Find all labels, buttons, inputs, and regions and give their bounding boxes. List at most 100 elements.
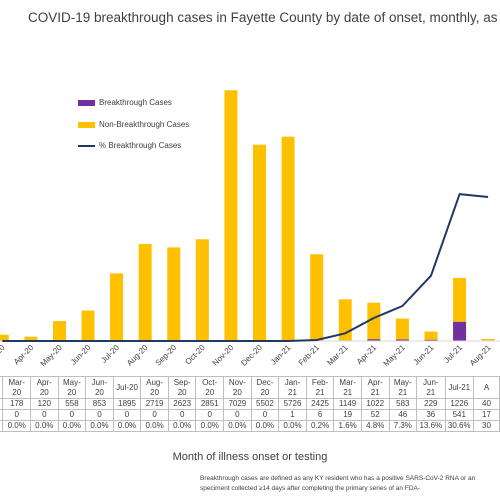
table-cell: 0.0% xyxy=(140,420,169,432)
table-cell: 0 xyxy=(223,409,252,421)
table-row: 0 0 0 0 0 0 0 0 0 0 1 6 19 52 46 36 541 17 xyxy=(0,409,500,421)
footnote-line: speciment collected ≥14 days after compl… xyxy=(200,485,420,492)
table-cell: 0.0% xyxy=(278,420,307,432)
bar-non-breakthrough xyxy=(310,254,324,341)
bar-non-breakthrough xyxy=(453,277,467,322)
bar-non-breakthrough xyxy=(167,247,181,341)
table-cell: 30.6% xyxy=(444,420,474,432)
table-cell: 0 xyxy=(140,409,169,421)
table-cell: 583 xyxy=(388,398,418,410)
table-cell: Oct- 20 xyxy=(195,376,225,399)
bar-breakthrough xyxy=(424,339,438,341)
table-cell: 0.0% xyxy=(223,420,252,432)
x-tick-label: Mar-20 xyxy=(0,343,7,368)
table-cell: 1149 xyxy=(333,398,362,410)
table-cell: 1022 xyxy=(360,398,390,410)
legend-swatch-breakthrough xyxy=(78,99,95,106)
table-cell: 2425 xyxy=(305,398,335,410)
legend-label-percent-breakthrough: % Breakthrough Cases xyxy=(99,141,182,150)
bar-non-breakthrough xyxy=(24,336,38,341)
x-tick-label: Jun-21 xyxy=(412,343,436,367)
table-cell: 6 xyxy=(305,409,335,421)
table-cell: Sep- 20 xyxy=(167,376,197,399)
x-axis-title: Month of illness onset or testing xyxy=(172,451,328,463)
table-cell: 1226 xyxy=(444,398,474,410)
table-cell: 0.0% xyxy=(112,420,142,432)
table-cell: Dec- 20 xyxy=(250,376,280,399)
x-tick-label: Jul-20 xyxy=(99,343,121,365)
table-cell: 2719 xyxy=(140,398,169,410)
table-cell: 1 xyxy=(278,409,307,421)
legend-item-non-breakthrough: Non-Breakthrough Cases xyxy=(78,120,189,129)
table-cell: 1895 xyxy=(112,398,142,410)
table-cell: 0 xyxy=(250,409,280,421)
bar-non-breakthrough xyxy=(138,243,152,341)
table-cell: 0.0% xyxy=(57,420,87,432)
x-tick-label: Jul-21 xyxy=(442,343,464,365)
bar-breakthrough xyxy=(453,321,467,341)
table-cell: 0 xyxy=(112,409,142,421)
x-tick-label: Jun-20 xyxy=(69,343,93,367)
table-cell: 0 xyxy=(195,409,225,421)
table-cell: Jun- 20 xyxy=(85,376,114,399)
table-cell: Nov- 20 xyxy=(223,376,252,399)
table-cell: 0.0% xyxy=(195,420,225,432)
table-cell: 0 xyxy=(57,409,87,421)
bar-non-breakthrough xyxy=(367,302,381,340)
table-cell: 2851 xyxy=(195,398,225,410)
table-cell: 558 xyxy=(57,398,87,410)
x-tick-label: Nov-20 xyxy=(211,343,236,368)
footnote: Breakthrough cases are defined as any KY… xyxy=(200,474,500,494)
bar-non-breakthrough xyxy=(424,331,438,340)
table-cell: Mar- 21 xyxy=(333,376,362,399)
table-cell: Apr- 20 xyxy=(30,376,59,399)
bar-non-breakthrough xyxy=(224,90,238,341)
table-cell: 0.2% xyxy=(305,420,335,432)
x-tick-label: Dec-20 xyxy=(239,343,264,368)
table-cell: 30 xyxy=(472,420,500,432)
table-cell: 1.6% xyxy=(333,420,362,432)
data-table: Mar- 20 Apr- 20 May- 20 Jun- 20 Jul-20 Aug- 20 Sep-… xyxy=(0,376,500,432)
legend-swatch-non-breakthrough xyxy=(78,121,95,128)
x-tick-label: Apr-21 xyxy=(355,343,379,367)
x-tick-label: Aug-21 xyxy=(468,343,493,368)
table-cell: 52 xyxy=(360,409,390,421)
bar-non-breakthrough xyxy=(481,338,495,341)
chart-title: COVID-19 breakthrough cases in Fayette C… xyxy=(28,10,500,25)
x-tick-label: Jan-21 xyxy=(269,343,293,367)
table-cell: 120 xyxy=(30,398,59,410)
table-cell: Jan- 21 xyxy=(278,376,307,399)
table-cell: 0 xyxy=(167,409,197,421)
table-cell: Mar- 20 xyxy=(2,376,31,399)
table-cell: 0.0% xyxy=(250,420,280,432)
table-row: 0.0% 0.0% 0.0% 0.0% 0.0% 0.0% 0.0% 0.0% 0.0% 0.0%… xyxy=(0,420,500,432)
table-cell: Jul-21 xyxy=(444,376,474,399)
table-cell: 5726 xyxy=(278,398,307,410)
table-cell: Aug- 20 xyxy=(140,376,169,399)
table-cell: May- 21 xyxy=(388,376,418,399)
table-cell: 7029 xyxy=(223,398,252,410)
footnote-line: Breakthrough cases are defined as any KY… xyxy=(200,475,476,482)
table-cell: 0.0% xyxy=(30,420,59,432)
legend-item-breakthrough: Breakthrough Cases xyxy=(78,98,172,107)
table-cell: 541 xyxy=(444,409,474,421)
bar-non-breakthrough xyxy=(395,318,409,340)
table-cell: 19 xyxy=(333,409,362,421)
table-cell: 46 xyxy=(388,409,418,421)
table-cell: A xyxy=(472,376,500,399)
x-tick-label: Feb-21 xyxy=(297,343,322,368)
table-cell: 229 xyxy=(416,398,446,410)
table-cell: 40 xyxy=(472,398,500,410)
bar-non-breakthrough xyxy=(281,136,295,341)
table-cell: Jun- 21 xyxy=(416,376,446,399)
table-cell: 17 xyxy=(472,409,500,421)
x-tick-label: Apr-20 xyxy=(12,343,36,367)
table-cell: 0 xyxy=(30,409,59,421)
x-tick-label: May-21 xyxy=(382,343,408,369)
legend-label-non-breakthrough: Non-Breakthrough Cases xyxy=(99,120,190,129)
table-cell: 0.0% xyxy=(2,420,31,432)
x-tick-label: Mar-21 xyxy=(325,343,350,368)
bar-breakthrough xyxy=(395,339,409,341)
table-cell: 4.8% xyxy=(360,420,390,432)
